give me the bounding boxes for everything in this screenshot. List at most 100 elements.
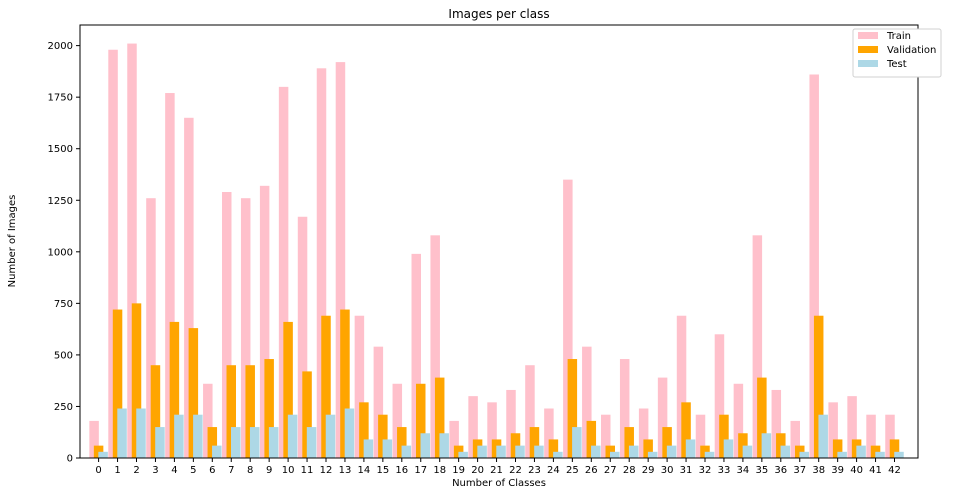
bar-train-13 (335, 62, 346, 459)
y-axis-label: Number of Images (7, 195, 18, 288)
x-tick-label: 6 (209, 465, 215, 476)
bar-test-2 (136, 408, 146, 458)
bar-train-12 (316, 68, 327, 459)
bar-train-14 (354, 315, 365, 458)
bar-validation-26 (586, 420, 597, 458)
legend-label-validation: Validation (887, 45, 936, 56)
bar-test-23 (534, 445, 544, 458)
bar-test-34 (742, 445, 753, 458)
bar-train-42 (885, 414, 895, 458)
bar-validation-17 (416, 383, 426, 458)
bar-train-39 (828, 402, 838, 458)
bar-train-20 (468, 396, 478, 458)
y-tick-label: 1250 (48, 196, 73, 207)
bar-validation-5 (188, 328, 199, 458)
x-tick-label: 8 (247, 465, 253, 476)
bar-validation-24 (548, 439, 559, 458)
bar-validation-10 (283, 321, 293, 458)
bar-train-10 (278, 86, 289, 459)
x-tick-label: 4 (171, 465, 177, 476)
bar-train-7 (222, 192, 232, 458)
x-tick-label: 42 (888, 465, 901, 476)
bar-test-10 (287, 414, 298, 458)
bar-train-8 (240, 198, 251, 458)
x-tick-label: 37 (793, 465, 806, 476)
x-tick-label: 32 (699, 465, 712, 476)
y-tick-label: 1750 (48, 93, 73, 104)
x-tick-label: 5 (190, 465, 196, 476)
bar-test-27 (610, 451, 620, 458)
y-tick-label: 250 (54, 402, 73, 413)
y-tick-label: 2000 (48, 41, 73, 52)
bar-train-37 (790, 420, 800, 458)
x-tick-label: 2 (133, 465, 139, 476)
bar-train-31 (676, 315, 687, 458)
bar-test-24 (553, 451, 563, 458)
bar-train-9 (259, 185, 270, 458)
bar-test-40 (856, 445, 866, 458)
bar-train-34 (733, 383, 744, 458)
x-tick-label: 23 (528, 465, 541, 476)
x-tick-label: 33 (718, 465, 731, 476)
x-tick-label: 9 (266, 465, 272, 476)
bar-train-3 (146, 198, 156, 458)
x-tick-label: 21 (490, 465, 503, 476)
bar-test-22 (515, 445, 525, 458)
plot-frame (79, 24, 919, 459)
bar-validation-6 (207, 427, 218, 458)
x-tick-label: 35 (755, 465, 768, 476)
bar-test-4 (174, 414, 184, 458)
bar-test-30 (666, 445, 677, 458)
bar-train-4 (165, 93, 175, 458)
x-tick-label: 36 (774, 465, 787, 476)
x-tick-label: 1 (114, 465, 120, 476)
bar-train-35 (752, 235, 763, 458)
legend-swatch-train (858, 32, 878, 39)
x-tick-label: 24 (547, 465, 560, 476)
x-tick-label: 31 (680, 465, 693, 476)
x-tick-label: 34 (737, 465, 750, 476)
bar-test-7 (231, 427, 241, 458)
bar-train-6 (203, 383, 213, 458)
bar-train-19 (449, 420, 459, 458)
x-tick-label: 3 (152, 465, 158, 476)
bar-train-26 (582, 346, 592, 458)
y-tick-label: 750 (54, 299, 73, 310)
bar-test-37 (799, 451, 809, 458)
x-tick-label: 18 (433, 465, 446, 476)
bar-validation-3 (150, 365, 161, 458)
bar-train-33 (714, 334, 725, 458)
bar-validation-18 (434, 377, 445, 458)
bar-validation-2 (131, 303, 142, 458)
bar-train-40 (847, 396, 857, 458)
bar-train-17 (411, 253, 421, 458)
bar-train-38 (809, 74, 819, 459)
bar-test-14 (363, 439, 374, 458)
bar-train-21 (487, 402, 497, 458)
x-axis: 0 1 2 3 4 5 6 7 8 9 10 11 12 13 14 15 16 17 18 19 20 21 22 23 24… (95, 458, 901, 476)
bar-validation-42 (889, 439, 900, 458)
x-tick-label: 13 (339, 465, 352, 476)
x-tick-label: 29 (642, 465, 655, 476)
bar-validation-14 (359, 402, 369, 458)
bar-validation-7 (226, 365, 236, 458)
bar-train-23 (525, 365, 535, 458)
bar-train-11 (297, 216, 308, 458)
bar-validation-33 (719, 414, 729, 458)
bar-validation-23 (529, 427, 540, 458)
x-tick-label: 30 (661, 465, 674, 476)
bar-validation-31 (681, 402, 691, 458)
bar-test-36 (780, 445, 791, 458)
bar-validation-11 (302, 371, 312, 458)
x-tick-label: 41 (869, 465, 882, 476)
bar-validation-29 (643, 439, 653, 458)
x-tick-label: 26 (585, 465, 598, 476)
bar-validation-35 (757, 377, 767, 458)
bar-test-17 (420, 433, 430, 458)
bar-train-0 (89, 420, 99, 458)
y-tick-label: 500 (54, 350, 73, 361)
legend-swatch-test (858, 60, 878, 67)
chart-title: Images per class (448, 7, 549, 21)
bar-test-18 (439, 433, 449, 458)
x-tick-label: 20 (471, 465, 484, 476)
